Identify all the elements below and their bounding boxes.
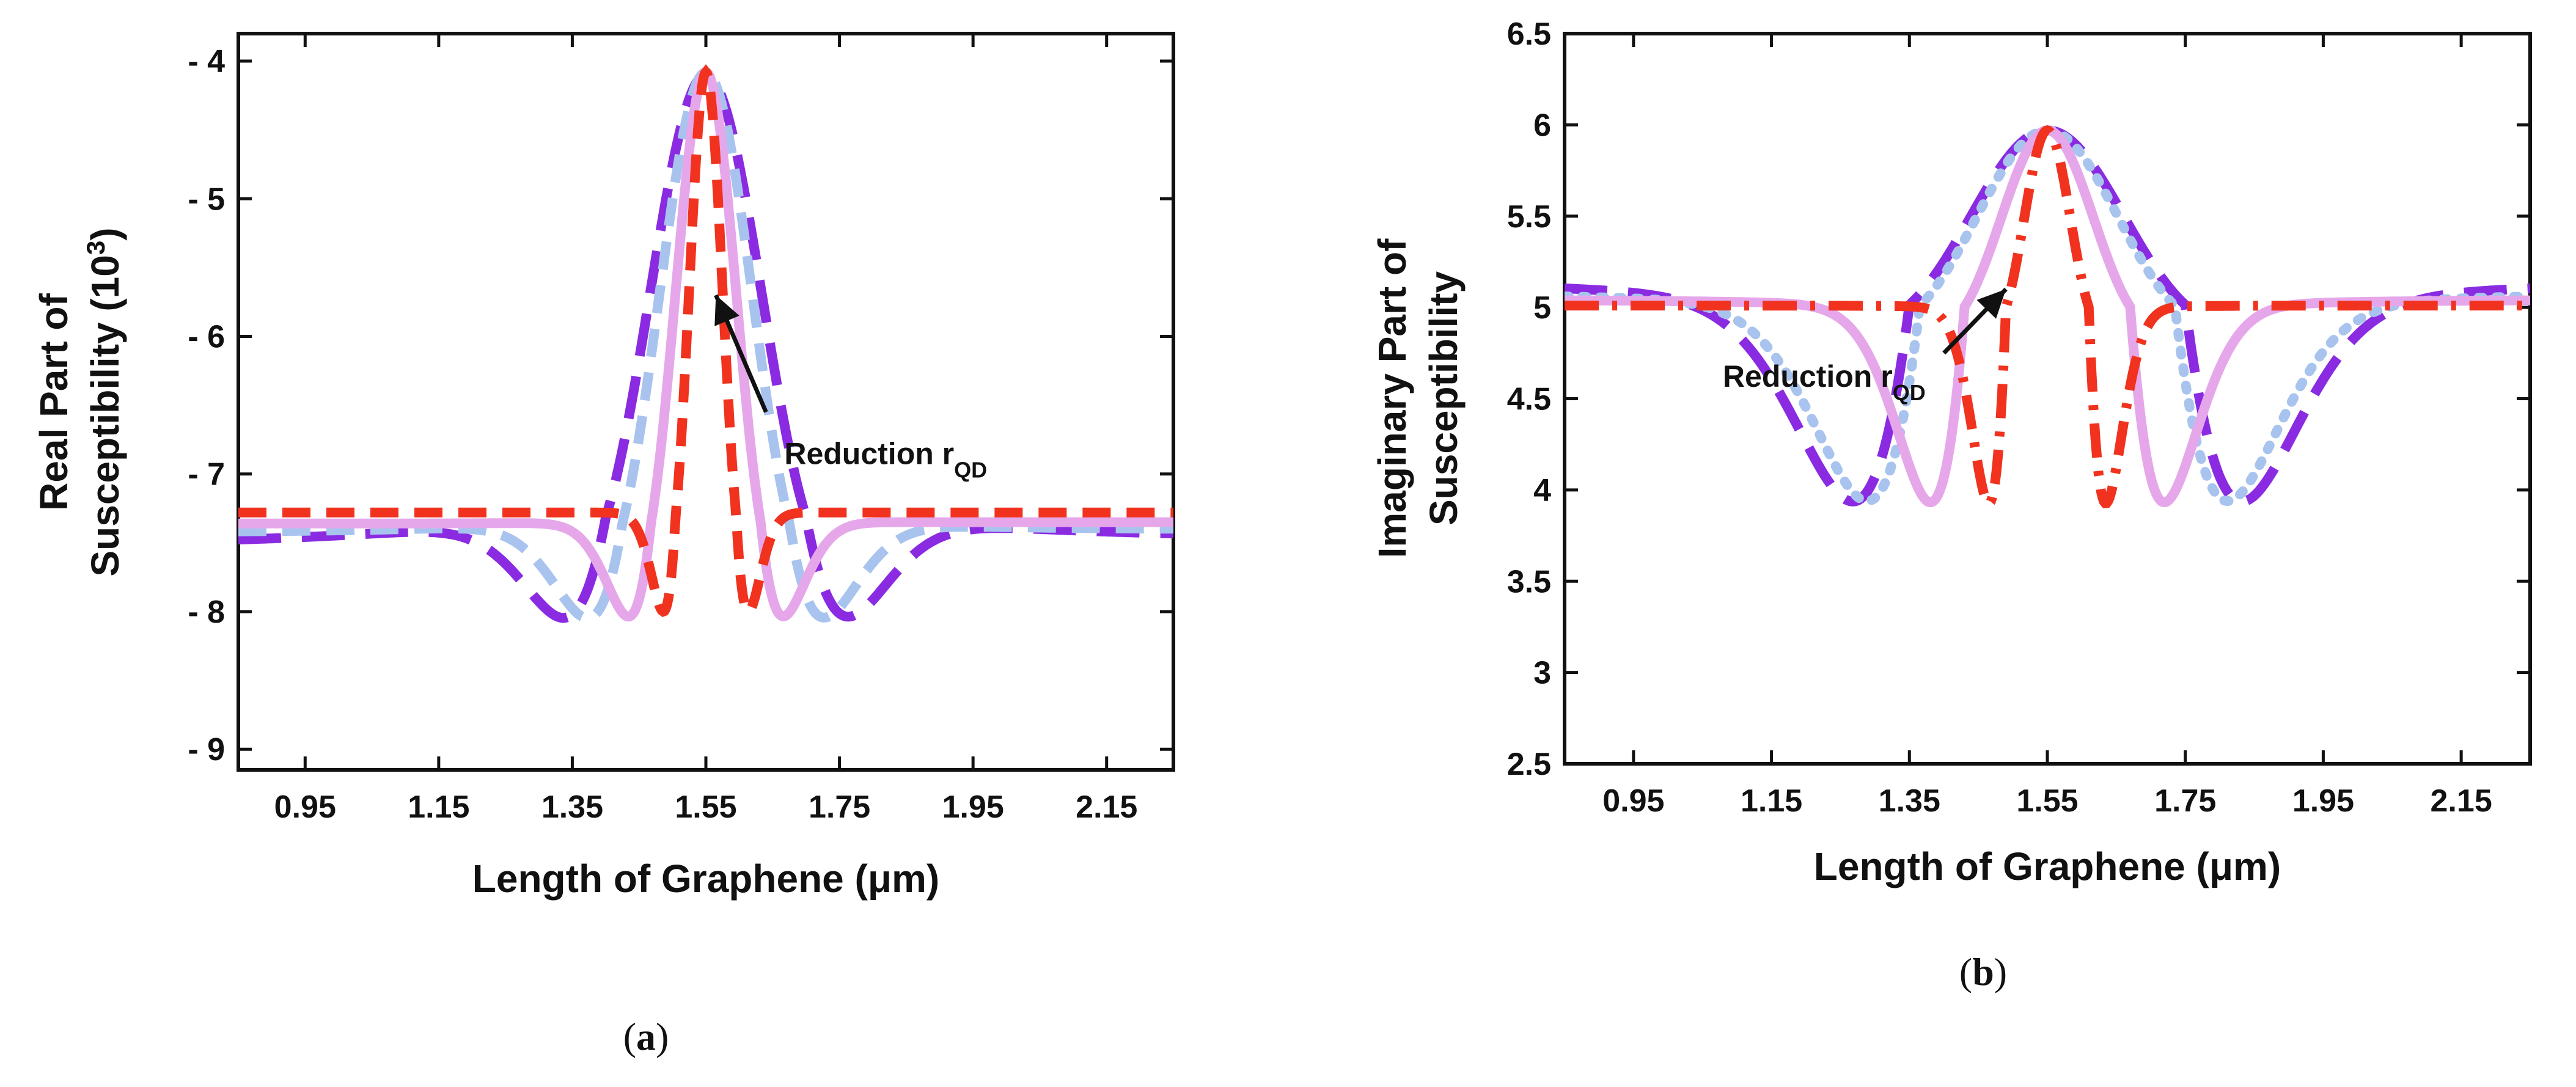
annotation-b: Reduction rQD [1723,287,2008,405]
x-tick-label-a: 1.75 [809,789,870,825]
y-tick-label-a: - 4 [188,44,225,79]
plot-frame-b [1563,32,2532,766]
y-axis-label-a-line1: Real Part of [32,293,76,510]
annotation-label-b: Reduction rQD [1723,359,1926,405]
chart-panel-b: 0.95 1.15 1.35 1.55 1.75 1.95 2.15 2.5 3 3.5 4 4.5 5… [1370,16,2532,994]
x-tick-label-b: 1.35 [1879,783,1940,819]
y-tick-label-b: 3 [1533,656,1551,691]
x-tick-label-a: 1.55 [675,789,736,825]
y-tick-label-a: - 7 [188,457,225,492]
x-tick-label-b: 1.75 [2154,783,2216,819]
y-tick-label-b: 4.5 [1507,382,1551,417]
series-line-narrow-a [238,64,1173,617]
y-tick-label-a: - 9 [188,732,225,767]
x-tick-label-b: 2.15 [2431,783,2492,819]
x-tick-label-b: 1.15 [1741,783,1802,819]
annotation-arrowhead-b [1976,289,2006,319]
x-tick-label-a: 0.95 [274,789,336,825]
y-axis-label-b: Imaginary Part of Susceptibility [1370,238,1466,558]
series-line-narrow-b [1565,125,2530,508]
x-tick-label-b: 1.55 [2016,783,2078,819]
y-tick-label-b: 6.5 [1507,16,1551,52]
x-tick-label-b: 0.95 [1602,783,1664,819]
annotation-label-a: Reduction rQD [784,436,987,482]
x-tick-label-a: 2.15 [1076,789,1137,825]
chart-panel-a: 0.95 1.15 1.35 1.55 1.75 1.95 2.15 - 4 - 5 - 6 - 7… [32,32,1175,1058]
y-tick-label-b: 5 [1533,290,1551,326]
x-tick-label-a: 1.15 [408,789,469,825]
y-tick-label-b: 6 [1533,108,1551,143]
x-tick-label-a: 1.35 [541,789,603,825]
caption-b: (b) [1959,950,2007,994]
y-tick-label-b: 4 [1533,473,1551,508]
series-group-b [1565,125,2530,508]
x-tick-label-b: 1.95 [2292,783,2354,819]
y-axis-label-a-line2: Susceptibility (103) [81,227,128,576]
y-tick-label-a: - 8 [188,595,225,630]
annotation-a: Reduction rQD [714,294,987,482]
annotation-arrowhead-a [714,295,739,326]
y-axis-label-b-line1: Imaginary Part of [1370,238,1414,558]
y-tick-label-b: 3.5 [1507,564,1551,599]
x-axis-label-a: Length of Graphene (μm) [472,857,939,901]
y-tick-label-b: 5.5 [1507,199,1551,235]
plot-frame-a [237,32,1175,772]
y-tick-label-a: - 5 [188,181,225,217]
series-line-wide-a [238,67,1173,623]
y-tick-label-b: 2.5 [1507,747,1551,782]
series-group-a [238,64,1173,623]
x-axis-label-b: Length of Graphene (μm) [1814,844,2281,888]
caption-a: (a) [623,1015,669,1058]
y-axis-label-a: Real Part of Susceptibility (103) [32,227,127,576]
y-axis-label-b-line2: Susceptibility [1422,271,1466,526]
y-tick-label-a: - 6 [188,320,225,355]
x-tick-label-a: 1.95 [942,789,1004,825]
axis-ticks-a: 0.95 1.15 1.35 1.55 1.75 1.95 2.15 - 4 - 5 - 6 - 7… [188,34,1173,825]
